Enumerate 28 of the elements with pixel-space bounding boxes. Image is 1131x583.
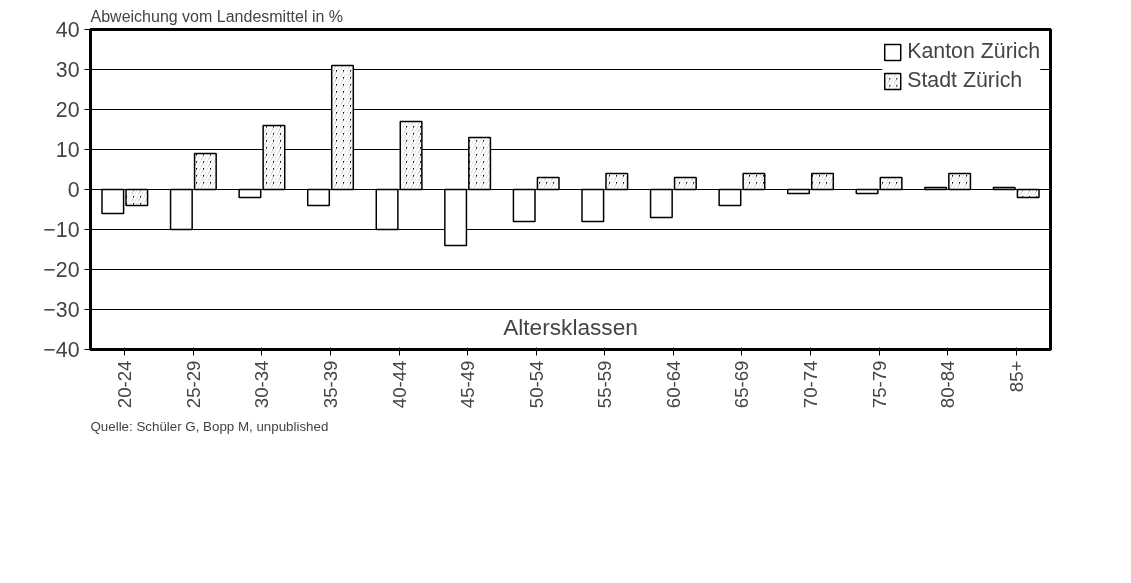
x-tick-label: 30-34 xyxy=(251,360,273,409)
x-tick-label: 75-79 xyxy=(868,360,890,409)
y-tick-label: −20 xyxy=(43,258,80,282)
x-tick-label: 40-44 xyxy=(388,360,410,409)
x-axis-title: Altersklassen xyxy=(503,313,638,340)
y-tick-label: 30 xyxy=(55,58,80,82)
x-tick-label: 45-49 xyxy=(457,360,479,409)
y-axis-title: Abweichung vom Landesmittel in % xyxy=(90,7,344,25)
source-note: Quelle: Schüler G, Bopp M, unpublished xyxy=(90,418,329,434)
legend-label: Kanton Zürich xyxy=(907,39,1040,64)
x-tick-label: 35-39 xyxy=(320,360,341,409)
x-tick-label: 80-84 xyxy=(937,360,959,409)
legend-label: Stadt Zürich xyxy=(907,68,1023,93)
y-tick-label: 40 xyxy=(55,18,80,42)
y-tick-label: −10 xyxy=(43,218,80,242)
y-tick-label: 20 xyxy=(55,98,80,122)
x-tick-label: 70-74 xyxy=(800,360,821,409)
x-tick-label: 20-24 xyxy=(114,360,136,409)
y-tick-label: 0 xyxy=(67,178,80,202)
y-tick-label: 10 xyxy=(55,138,80,162)
y-tick-label: −30 xyxy=(43,298,80,322)
x-tick-label: 25-29 xyxy=(182,360,204,409)
x-tick-label: 55-59 xyxy=(594,360,616,409)
x-tick-label: 85+ xyxy=(1005,360,1027,393)
x-tick-label: 65-69 xyxy=(731,360,753,409)
x-tick-label: 60-64 xyxy=(662,360,684,409)
y-tick-label: −40 xyxy=(43,338,80,362)
x-tick-label: 50-54 xyxy=(525,360,547,409)
